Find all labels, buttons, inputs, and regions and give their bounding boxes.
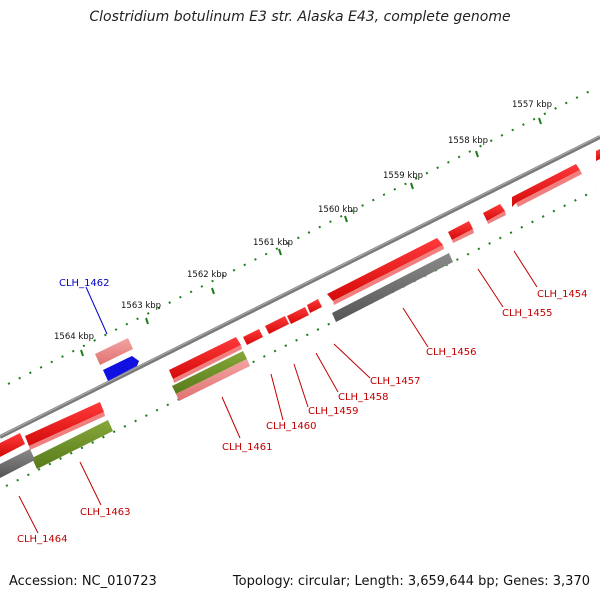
gene-gray-1464[interactable] [0,449,35,478]
gene-arrow-1460[interactable] [265,316,289,334]
tick-label-1563: 1563 kbp [121,301,161,311]
major-tick [538,117,542,125]
gene-label-1455[interactable]: CLH_1455 [502,308,553,319]
gene-arrow-1461[interactable] [169,337,241,379]
tick-label-1559: 1559 kbp [383,171,423,181]
outer-tick-track [7,87,597,385]
gene-arrow-1455[interactable] [483,204,505,221]
leader-1455 [477,268,504,308]
gene-arrow-1459[interactable] [287,307,309,324]
leader-lines [18,250,538,534]
leader-1456 [402,307,429,348]
reverse-genes [0,253,453,478]
gene-arrow-1456-shadow [452,229,474,243]
gene-label-1454[interactable]: CLH_1454 [537,289,588,300]
gene-arrow-1457-shadow [333,245,444,305]
accession-text: Accession: NC_010723 [9,574,157,589]
tick-label-1558: 1558 kbp [448,136,488,146]
tick-label-1564: 1564 kbp [54,332,94,342]
gene-label-1459[interactable]: CLH_1459 [308,406,359,417]
major-tick [278,248,282,256]
leader-1460 [270,373,284,421]
major-tick [475,150,479,158]
genome-backbone [0,135,600,439]
leader-1463 [79,461,102,506]
gene-label-1460[interactable]: CLH_1460 [266,421,317,432]
tick-label-1557: 1557 kbp [512,100,552,110]
gene-arrow-1463-shadow [29,412,105,450]
gene-olive-1461[interactable] [172,351,247,394]
leader-1464 [18,495,39,534]
gene-label-1461[interactable]: CLH_1461 [222,442,273,453]
gene-label-1464[interactable]: CLH_1464 [17,534,68,545]
tick-label-1561: 1561 kbp [253,238,293,248]
gene-label-1458[interactable]: CLH_1458 [338,392,389,403]
gene-arrow-1457[interactable] [327,238,443,301]
tick-label-1562: 1562 kbp [187,270,227,280]
gene-label-1462[interactable]: CLH_1462 [59,278,110,289]
map-title: Clostridium botulinum E3 str. Alaska E43… [89,9,511,25]
gene-gray-1456[interactable] [332,253,453,322]
genome-summary-text: Topology: circular; Length: 3,659,644 bp… [232,574,590,589]
gene-arrow-1461a[interactable] [243,329,263,345]
gene-arrow-1461-shadow [173,345,242,383]
major-tick [211,287,215,295]
gene-arrow-1464[interactable] [0,433,25,457]
gene-arrow-1454-shadow [516,170,582,207]
major-tick [410,182,414,190]
gene-arrow-1463[interactable] [25,402,104,446]
gene-arrow-1454[interactable] [512,164,580,207]
major-tick [80,349,84,357]
gene-label-1456[interactable]: CLH_1456 [426,347,477,358]
gene-arrow-1458[interactable] [307,299,322,313]
major-tick [145,317,149,325]
tick-label-1560: 1560 kbp [318,205,358,215]
leader-1461 [221,396,241,439]
gene-arrow-1455-shadow [487,211,506,224]
genome-backbone-highlight [0,135,600,437]
major-tick [344,215,348,223]
gene-arrow-edge [596,149,600,161]
forward-genes [0,149,600,457]
leader-1462 [85,286,108,335]
leader-1454 [513,250,538,288]
gene-pink-1461[interactable] [176,359,250,401]
leader-1457 [333,343,371,379]
gene-label-1463[interactable]: CLH_1463 [80,507,131,518]
leader-1459 [293,363,309,408]
gene-label-1457[interactable]: CLH_1457 [370,376,421,387]
leader-1458 [315,352,339,393]
inner-tick-track [5,189,597,487]
gene-olive-1463[interactable] [32,420,113,469]
major-ticks [80,117,542,357]
gene-arrow-1456[interactable] [448,221,473,240]
gene-pink-1462[interactable] [95,338,133,365]
gene-blue-1462[interactable] [103,356,139,381]
